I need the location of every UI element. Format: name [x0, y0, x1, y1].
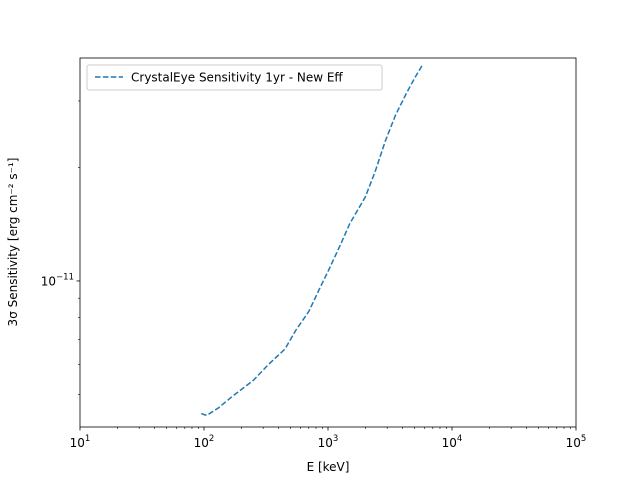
x-tick-label-exponent: 4 [457, 434, 462, 444]
y-tick-label-exponent: −11 [56, 272, 74, 282]
x-axis-label: E [keV] [307, 460, 350, 474]
y-axis-ticks: 10−11 [41, 100, 80, 395]
x-tick-label: 103 [318, 434, 339, 450]
x-tick-label-base: 10 [442, 436, 457, 450]
x-tick-label: 101 [70, 434, 91, 450]
series-layer [200, 64, 424, 417]
x-tick-label-base: 10 [194, 436, 209, 450]
legend: CrystalEye Sensitivity 1yr - New Eff [86, 64, 383, 91]
plot-area [80, 58, 576, 427]
x-axis-ticks: 101 102 103 104 105 [70, 427, 587, 450]
x-tick-label: 102 [194, 434, 215, 450]
x-tick-label-base: 10 [566, 436, 581, 450]
y-tick-label-base: 10 [41, 274, 56, 288]
plot-frame [79, 57, 577, 428]
y-tick-label: 10−11 [41, 272, 74, 288]
legend-box [86, 64, 383, 91]
x-tick-label-base: 10 [70, 436, 85, 450]
x-tick-label-exponent: 5 [581, 434, 586, 444]
x-tick-label: 104 [442, 434, 463, 450]
x-tick-label: 105 [566, 434, 587, 450]
y-axis-label: 3σ Sensitivity [erg cm⁻² s⁻¹] [6, 158, 20, 327]
x-tick-label-exponent: 1 [85, 434, 90, 444]
x-tick-label-exponent: 3 [333, 434, 338, 444]
x-tick-label-exponent: 2 [209, 434, 214, 444]
series-line-0 [200, 64, 424, 417]
legend-label: CrystalEye Sensitivity 1yr - New Eff [131, 71, 343, 85]
x-tick-label-base: 10 [318, 436, 333, 450]
